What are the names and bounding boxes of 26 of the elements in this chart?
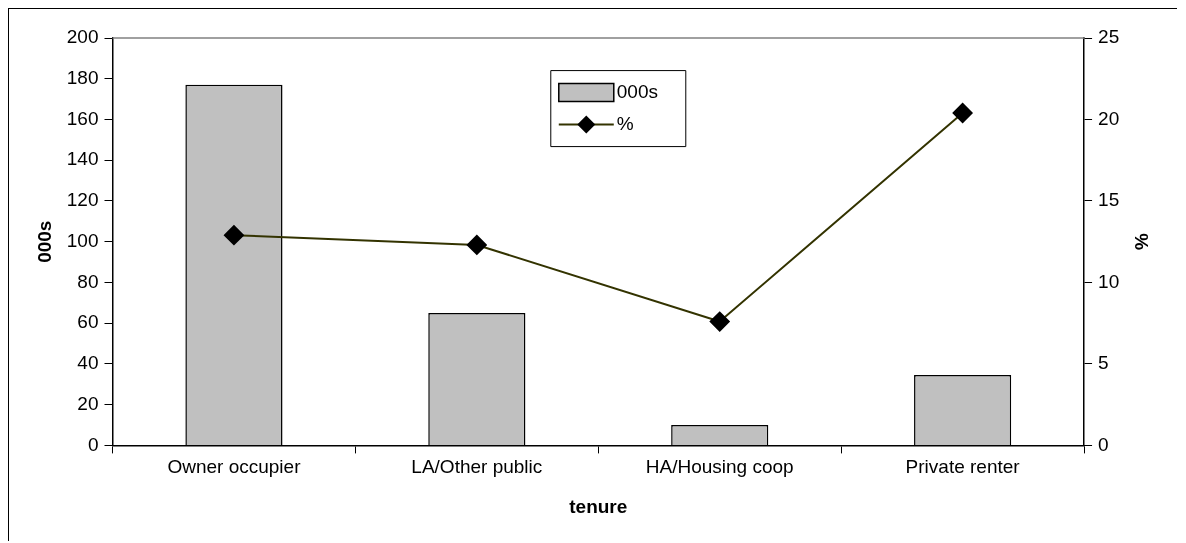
- y-tick-label: 40: [77, 352, 99, 374]
- y-tick-label: 180: [66, 66, 99, 88]
- y-tick-label: 20: [77, 392, 99, 414]
- x-tick-label: Owner occupier: [167, 456, 302, 478]
- y-tick-label: 160: [66, 107, 99, 129]
- y2-tick-label: 20: [1098, 107, 1120, 129]
- y-tick-label: 140: [66, 148, 99, 170]
- legend-label: 000s: [616, 80, 658, 102]
- y-tick-label: 0: [87, 433, 99, 455]
- y2-axis-title: %: [1131, 233, 1153, 251]
- legend-label: %: [616, 112, 634, 134]
- y-tick-label: 200: [66, 26, 99, 48]
- x-tick-label: HA/Housing coop: [645, 456, 794, 478]
- y-tick-label: 80: [77, 270, 99, 292]
- x-tick-label: LA/Other public: [411, 456, 543, 478]
- y-tick-label: 100: [66, 229, 99, 251]
- y2-tick-label: 15: [1098, 189, 1120, 211]
- y2-tick-label: 0: [1098, 433, 1109, 455]
- y-axis-title: 000s: [33, 220, 55, 263]
- x-axis-title: tenure: [569, 495, 628, 517]
- y-tick-label: 120: [66, 189, 99, 211]
- y2-tick-label: 10: [1098, 270, 1120, 292]
- y2-tick-label: 5: [1098, 352, 1109, 374]
- x-tick-label: Private renter: [905, 456, 1021, 478]
- y2-tick-label: 25: [1098, 26, 1120, 48]
- y-tick-label: 60: [77, 311, 99, 333]
